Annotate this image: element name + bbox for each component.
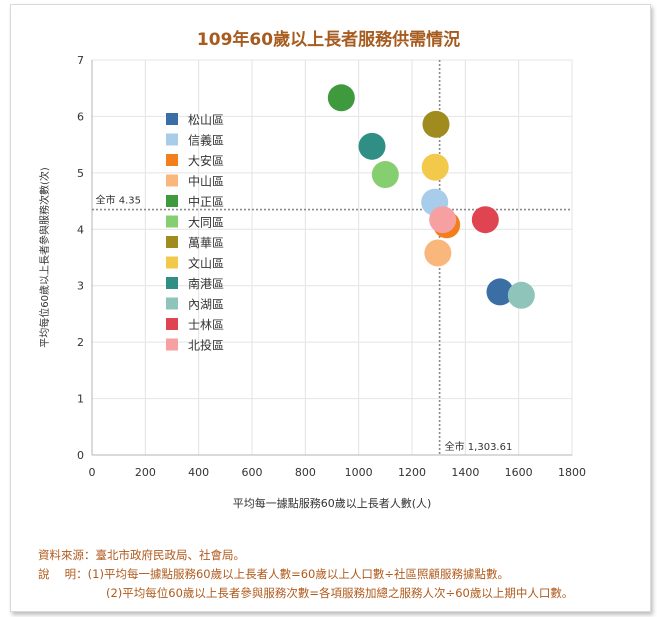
y-tick-label: 0 <box>77 449 84 462</box>
source-note: 資料來源：臺北市政府民政局、社會局。 <box>38 548 245 562</box>
legend-label: 萬華區 <box>188 236 224 250</box>
legend-swatch <box>166 174 178 187</box>
legend-swatch <box>166 133 178 146</box>
x-tick-label: 400 <box>188 466 209 479</box>
x-axis-label: 平均每一據點服務60歲以上長者人數(人) <box>233 496 432 510</box>
x-tick-label: 0 <box>89 466 96 479</box>
y-tick-label: 4 <box>77 223 84 236</box>
x-tick-label: 1400 <box>451 466 479 479</box>
explanation-note-1: 說 明：(1)平均每一據點服務60歲以上長者人數=60歲以上人口數÷社區照顧服務… <box>38 567 509 581</box>
x-tick-label: 800 <box>295 466 316 479</box>
x-tick-label: 600 <box>242 466 263 479</box>
data-point <box>424 239 452 267</box>
data-point <box>507 281 535 309</box>
plot-area <box>91 59 573 456</box>
legend-swatch <box>166 113 178 125</box>
legend-swatch <box>166 277 178 289</box>
data-point <box>429 206 457 234</box>
data-point <box>358 132 386 160</box>
legend-label: 信義區 <box>188 133 224 148</box>
notes-block: 資料來源：臺北市政府民政局、社會局。 說 明：(1)平均每一據點服務60歲以上長… <box>38 546 573 603</box>
x-tick-label: 1800 <box>558 466 586 479</box>
legend-swatch <box>166 297 178 310</box>
reference-label-y: 全市 4.35 <box>96 194 141 207</box>
y-tick-label: 7 <box>77 54 84 67</box>
legend-swatch <box>166 195 178 207</box>
legend-swatch <box>166 236 178 248</box>
data-point <box>421 153 449 181</box>
legend-label: 北投區 <box>188 338 224 353</box>
reference-label-x: 全市 1,303.61 <box>445 440 513 453</box>
x-tick-label: 1200 <box>398 466 426 479</box>
data-point <box>422 110 450 138</box>
legend-label: 南港區 <box>188 276 224 291</box>
x-tick-label: 1600 <box>505 466 533 479</box>
data-point <box>471 206 499 234</box>
y-tick-label: 6 <box>77 110 84 123</box>
legend-label: 中正區 <box>188 194 224 209</box>
x-tick-label: 1000 <box>345 466 373 479</box>
legend-label: 文山區 <box>188 256 224 271</box>
legend-swatch <box>166 318 178 330</box>
y-tick-label: 2 <box>77 336 84 349</box>
y-axis-label: 平均每位60歲以上長者參與服務次數(次) <box>38 167 51 348</box>
x-tick-label: 200 <box>135 466 156 479</box>
data-point <box>327 84 355 112</box>
legend-label: 松山區 <box>188 113 224 127</box>
legend-label: 大安區 <box>188 153 224 168</box>
explanation-note-2: (2)平均每位60歲以上長者參與服務次數=各項服務加總之服務人次÷60歲以上期中… <box>106 586 574 600</box>
legend-label: 士林區 <box>188 318 224 332</box>
legend-label: 大同區 <box>188 216 224 230</box>
data-point <box>371 161 399 189</box>
legend-swatch <box>166 338 178 351</box>
data-point <box>486 278 514 306</box>
legend-swatch <box>166 256 178 269</box>
y-tick-label: 5 <box>77 167 84 180</box>
legend-label: 內湖區 <box>188 297 224 312</box>
legend-swatch <box>166 154 178 166</box>
legend-swatch <box>166 215 178 228</box>
legend-label: 中山區 <box>188 174 224 189</box>
chart-title: 109年60歲以上長者服務供需情況 <box>196 30 461 50</box>
y-tick-label: 3 <box>77 280 84 293</box>
y-tick-label: 1 <box>77 393 84 406</box>
